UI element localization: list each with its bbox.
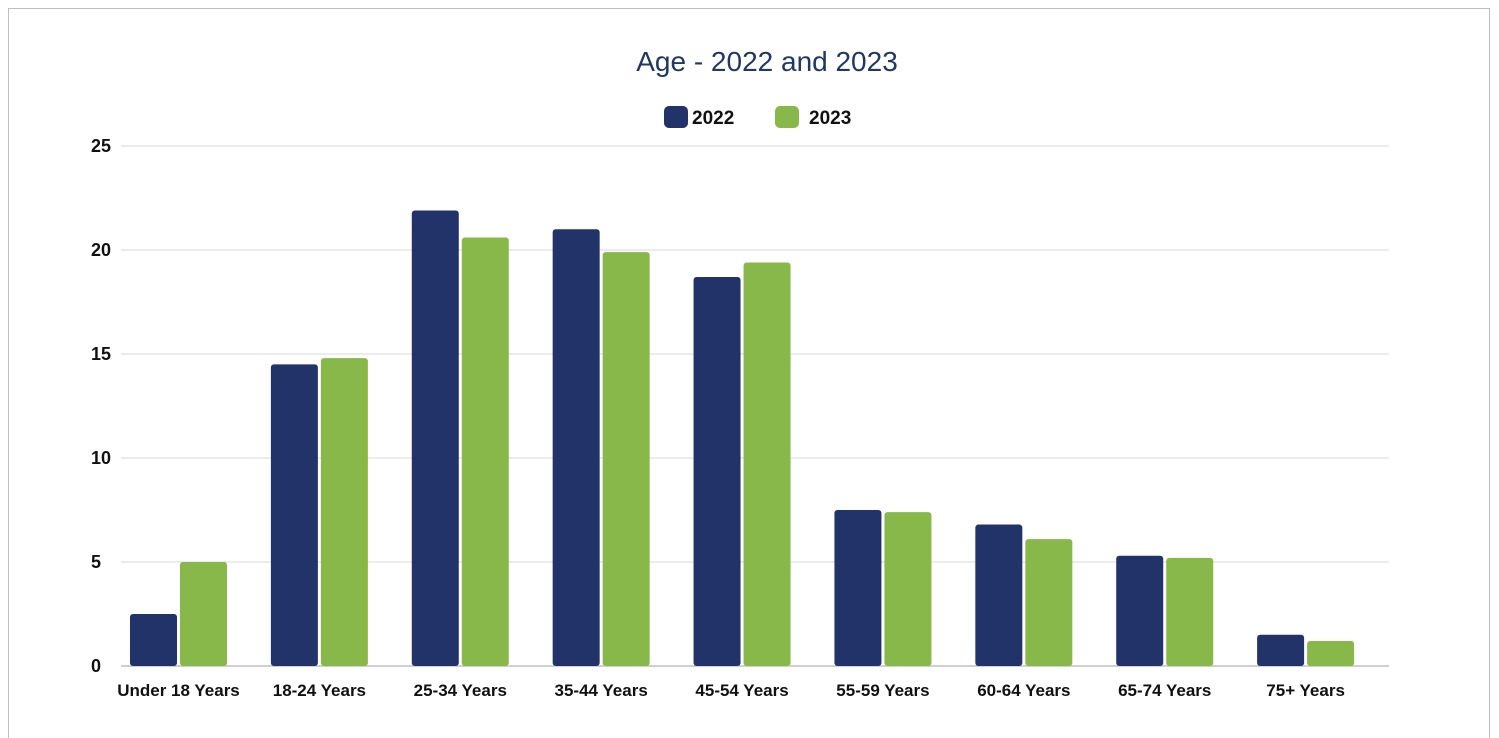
chart-frame: Age - 2022 and 2023 2022 2023 0 5 10 15 20 25 …: [8, 8, 1490, 738]
y-tick-label: 15: [91, 344, 111, 364]
bar-2022-7: [1116, 555, 1164, 666]
x-category-label: 45-54 Years: [695, 681, 788, 700]
bar-2022-3: [552, 229, 600, 666]
x-category-label: 75+ Years: [1266, 681, 1345, 700]
bar-2023-5: [884, 512, 932, 666]
y-tick-label: 20: [91, 240, 111, 260]
legend-swatch-2022: [664, 106, 688, 128]
x-category-label: Under 18 Years: [117, 681, 240, 700]
chart-title: Age - 2022 and 2023: [636, 46, 898, 77]
bar-2022-1: [270, 364, 318, 666]
bar-2023-6: [1025, 539, 1073, 666]
y-tick-label: 0: [91, 656, 101, 676]
chart-legend: 2022 2023: [664, 106, 851, 129]
bar-2023-1: [320, 358, 368, 666]
bar-2022-5: [834, 510, 882, 666]
x-category-label: 35-44 Years: [555, 681, 648, 700]
legend-label-2022: 2022: [692, 108, 734, 129]
y-tick-label: 10: [91, 448, 111, 468]
bar-2022-8: [1257, 634, 1305, 666]
y-axis: 0 5 10 15 20 25: [91, 136, 111, 676]
bar-2023-7: [1166, 557, 1214, 666]
legend-label-2023: 2023: [809, 108, 851, 129]
bar-2022-0: [130, 614, 177, 666]
bar-2022-2: [411, 210, 459, 667]
bar-chart: Age - 2022 and 2023 2022 2023 0510152025 …: [91, 46, 1389, 700]
bar-2022-6: [975, 524, 1023, 666]
x-category-label: 60-64 Years: [977, 681, 1070, 700]
x-axis: Under 18 Years 18-24 Years 25-34 Years 35-4…: [117, 681, 1345, 700]
bar-2023-2: [461, 237, 509, 666]
bar-2023-0: [180, 562, 227, 666]
y-tick-label: 25: [91, 136, 111, 156]
bar-2023-3: [602, 252, 650, 666]
bar-2022-4: [693, 277, 741, 666]
x-category-label: 18-24 Years: [273, 681, 366, 700]
bar-2023-4: [743, 262, 791, 666]
x-category-label: 55-59 Years: [836, 681, 929, 700]
x-category-label: 25-34 Years: [414, 681, 507, 700]
legend-swatch-2023: [775, 106, 799, 128]
y-tick-label: 5: [91, 552, 101, 572]
bars: [130, 210, 1355, 667]
x-category-label: 65-74 Years: [1118, 681, 1211, 700]
bar-2023-8: [1307, 641, 1355, 666]
